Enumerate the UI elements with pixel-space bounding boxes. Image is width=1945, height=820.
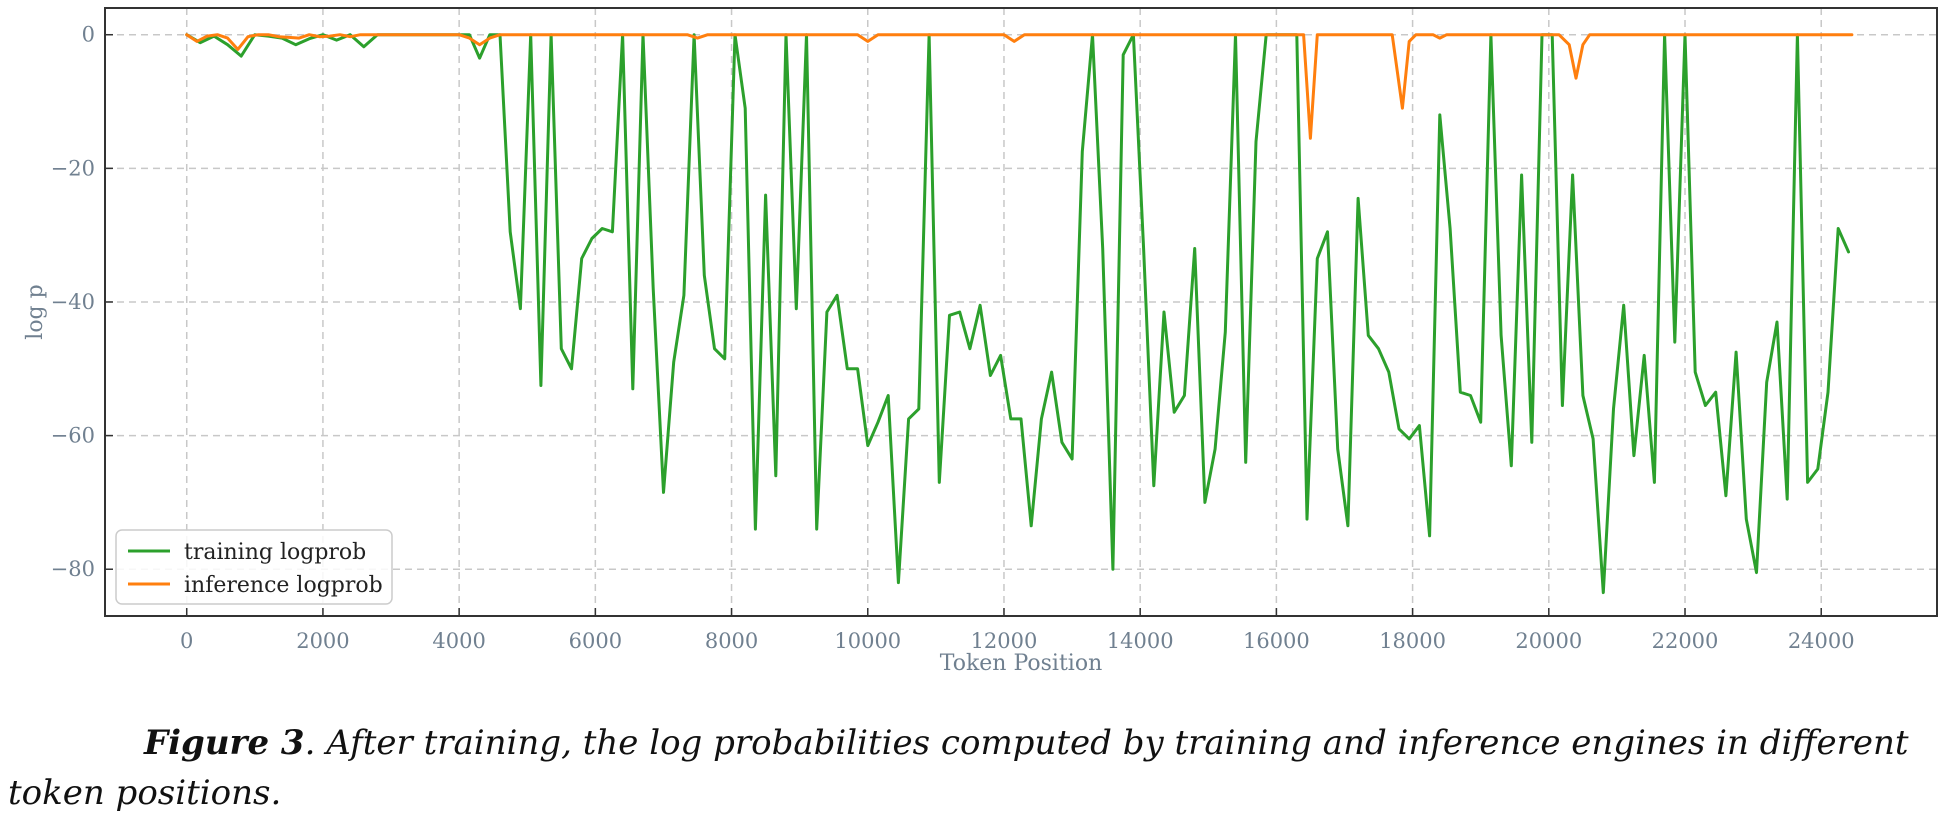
x-tick-label: 12000 — [971, 629, 1038, 653]
x-tick-label: 18000 — [1379, 629, 1446, 653]
y-tick-label: −60 — [51, 424, 95, 448]
x-tick-label: 24000 — [1788, 629, 1855, 653]
plot-frame — [104, 7, 1938, 617]
y-tick-label: 0 — [82, 23, 95, 47]
x-tick-label: 6000 — [569, 629, 622, 653]
y-tick-label: −20 — [51, 156, 95, 180]
legend-label-training: training logprob — [184, 540, 366, 565]
series-line-training-logprob — [185, 33, 1850, 595]
y-tick-label: −40 — [51, 290, 95, 314]
x-tick-label: 22000 — [1652, 629, 1719, 653]
y-axis-label: log p — [23, 284, 48, 339]
x-tick-label: 8000 — [705, 629, 758, 653]
legend: training logprob inference logprob — [115, 529, 393, 605]
legend-label-inference: inference logprob — [184, 573, 383, 598]
figure-caption: Figure 3. After training, the log probab… — [8, 718, 1928, 818]
series-line-inference-logprob — [185, 33, 1854, 140]
x-tick-label: 14000 — [1107, 629, 1174, 653]
line-chart: 0 2000 4000 6000 8000 10000 12000 14000 16000 180… — [23, 7, 1938, 676]
figure-label: Figure 3 — [144, 723, 305, 763]
x-tick-label: 0 — [180, 629, 193, 653]
series-lines — [185, 33, 1854, 595]
x-tick-label: 2000 — [296, 629, 349, 653]
x-tick-label: 10000 — [834, 629, 901, 653]
y-tick-label: −80 — [51, 557, 95, 581]
x-tick-label: 20000 — [1515, 629, 1582, 653]
caption-text: . After training, the log probabilities … — [8, 723, 1909, 813]
axis-ticks: 0 2000 4000 6000 8000 10000 12000 14000 16000 180… — [51, 23, 1855, 653]
x-tick-label: 4000 — [432, 629, 485, 653]
x-tick-label: 16000 — [1243, 629, 1310, 653]
legend-box — [115, 529, 393, 605]
x-axis-label: Token Position — [940, 651, 1103, 676]
